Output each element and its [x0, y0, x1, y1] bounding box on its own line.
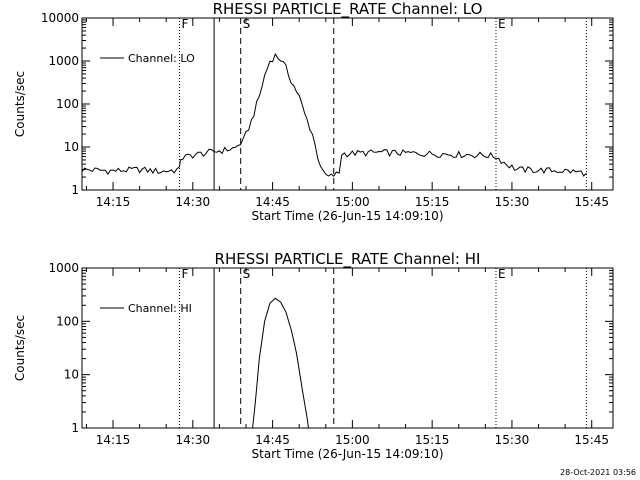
x-tick-label: 14:15 — [96, 433, 131, 447]
x-axis-label: Start Time (26-Jun-15 14:09:10) — [252, 209, 444, 223]
y-tick-label: 1000 — [48, 54, 79, 68]
timestamp-label: 28-Oct-2021 03:56 — [560, 468, 636, 477]
y-tick-label: 1 — [71, 421, 79, 435]
y-tick-label: 100 — [56, 97, 79, 111]
event-marker-label: E — [498, 17, 506, 31]
y-axis-label: Counts/sec — [13, 71, 27, 137]
series-line — [81, 52, 587, 177]
x-tick-label: 15:15 — [415, 433, 450, 447]
event-marker-label: F — [182, 17, 189, 31]
x-tick-label: 14:30 — [176, 433, 211, 447]
x-tick-label: 15:00 — [335, 195, 370, 209]
x-tick-label: 14:45 — [255, 433, 290, 447]
y-tick-label: 1000 — [48, 261, 79, 275]
x-tick-label: 14:15 — [96, 195, 131, 209]
x-tick-label: 14:30 — [176, 195, 211, 209]
x-tick-label: 15:45 — [574, 195, 609, 209]
plot-frame — [81, 17, 614, 191]
x-axis-label: Start Time (26-Jun-15 14:09:10) — [252, 447, 444, 461]
event-marker-label: S — [243, 17, 251, 31]
y-tick-label: 100 — [56, 314, 79, 328]
legend-label: Channel: HI — [128, 302, 192, 315]
chart-panel-lo: RHESSI PARTICLE_RATE Channel: LO Start Ti… — [13, 0, 614, 223]
chart-title: RHESSI PARTICLE_RATE Channel: HI — [215, 250, 481, 269]
x-tick-label: 14:45 — [255, 195, 290, 209]
x-tick-label: 15:30 — [495, 433, 530, 447]
chart-title: RHESSI PARTICLE_RATE Channel: LO — [213, 0, 483, 19]
x-tick-label: 15:45 — [574, 433, 609, 447]
plot-frame — [81, 267, 614, 429]
event-marker-label: E — [498, 267, 506, 281]
event-marker-label: F — [182, 267, 189, 281]
y-tick-label: 1 — [71, 183, 79, 197]
y-tick-label: 10 — [64, 140, 79, 154]
y-tick-label: 10000 — [41, 11, 79, 25]
chart-panel-hi: RHESSI PARTICLE_RATE Channel: HI Start Ti… — [13, 250, 614, 461]
x-tick-label: 15:30 — [495, 195, 530, 209]
y-axis-label: Counts/sec — [13, 315, 27, 381]
legend-label: Channel: LO — [128, 52, 195, 65]
x-tick-label: 15:15 — [415, 195, 450, 209]
event-marker-label: S — [243, 267, 251, 281]
y-tick-label: 10 — [64, 368, 79, 382]
x-tick-label: 15:00 — [335, 433, 370, 447]
series-line — [252, 297, 309, 429]
